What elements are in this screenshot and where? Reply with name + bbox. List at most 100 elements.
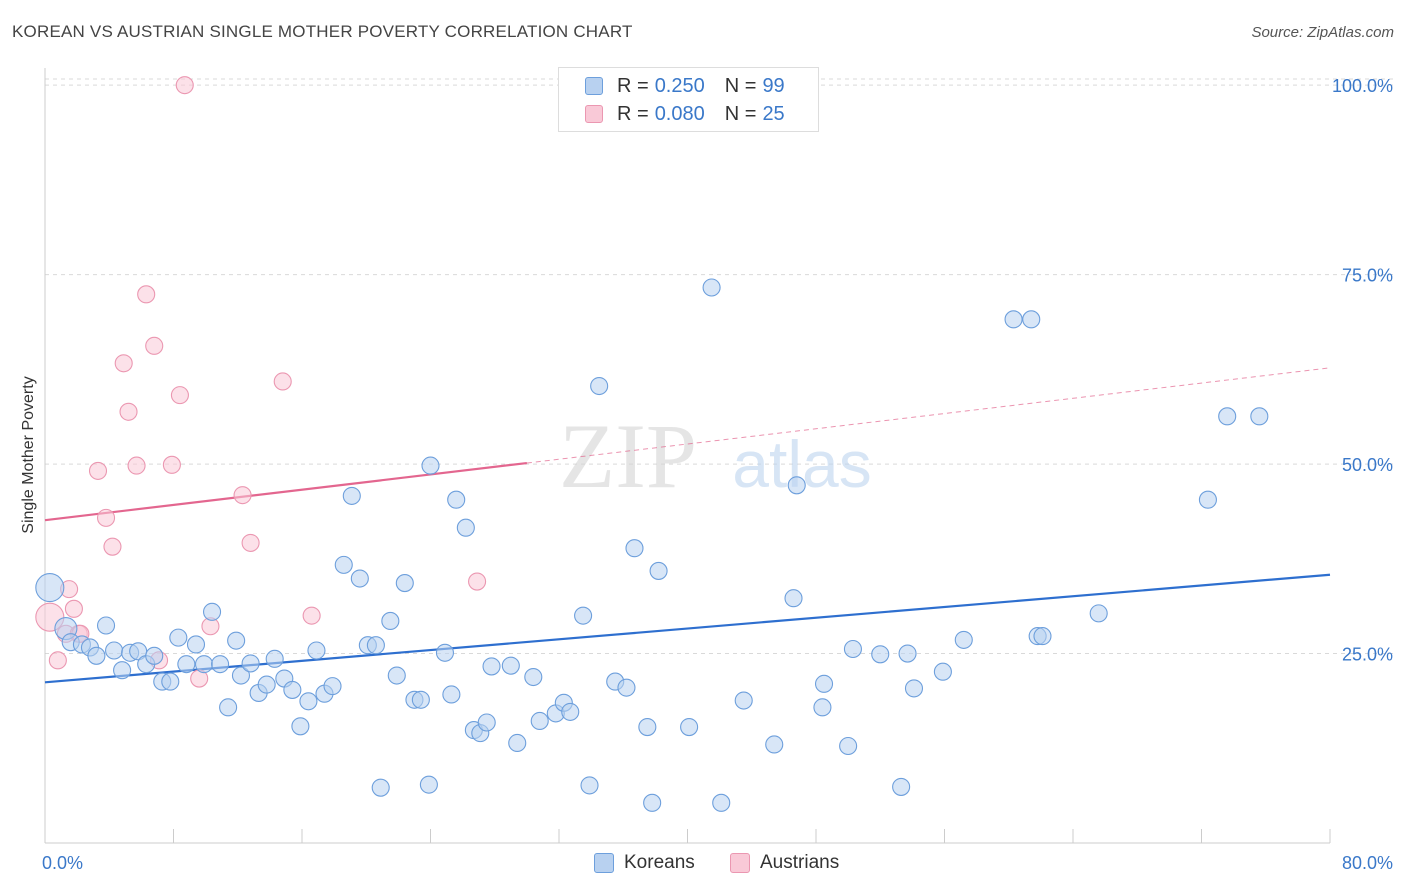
legend-n-value: 99 (762, 74, 785, 97)
austrians-point (119, 402, 138, 421)
koreans-point (161, 672, 180, 691)
austrians-point (162, 455, 181, 474)
koreans-point (371, 778, 390, 797)
koreans-point (387, 666, 406, 685)
koreans-point (169, 628, 188, 647)
axes (44, 68, 1331, 844)
koreans-point (227, 631, 246, 650)
koreans-point (323, 677, 342, 696)
koreans-point (843, 639, 862, 659)
koreans-point (561, 702, 580, 721)
austrians-point (145, 336, 164, 355)
koreans-point (734, 691, 753, 710)
legend-row-koreans: R = 0.250 N = 99 (585, 73, 785, 99)
legend-r-value: 0.250 (654, 74, 705, 97)
koreans-point (342, 486, 361, 505)
austrians-point (114, 354, 133, 373)
austrians-point (468, 572, 487, 591)
legend-n-label: N = (724, 102, 757, 125)
data-points (35, 76, 1269, 812)
koreans-swatch (585, 77, 603, 95)
koreans-point (712, 793, 731, 812)
austrians-point (88, 461, 108, 480)
austrians-swatch (585, 105, 603, 123)
koreans-point (241, 654, 260, 673)
legend-row-austrians: R = 0.080 N = 25 (585, 101, 785, 127)
koreans-point (265, 649, 284, 668)
koreans-point (231, 666, 251, 685)
legend-r-value: 0.080 (654, 102, 705, 125)
bottom-legend-koreans: Koreans (594, 852, 695, 874)
x-tick-label-min: 0.0% (42, 853, 84, 873)
austrians-point (302, 606, 321, 625)
y-axis-label: Single Mother Poverty (20, 376, 37, 534)
koreans-point (395, 574, 414, 593)
koreans-point (892, 777, 911, 796)
koreans-point (477, 713, 496, 732)
koreans-trend-line (44, 573, 1331, 684)
watermark-zip: ZIP (559, 405, 697, 507)
koreans-point (421, 456, 440, 475)
legend-n-label: N = (724, 74, 757, 97)
koreans-point (524, 667, 543, 687)
koreans-point (643, 793, 662, 812)
grid-lines (45, 78, 1395, 655)
koreans-point (904, 679, 924, 698)
koreans-point (105, 641, 124, 660)
koreans-point (638, 717, 657, 737)
austrians-point (48, 651, 67, 670)
koreans-point (35, 573, 65, 603)
koreans-point (574, 606, 593, 625)
koreans-point (1198, 490, 1217, 509)
austrians-legend-label: Austrians (760, 852, 840, 873)
source-credit: Source: ZipAtlas.com (1251, 24, 1394, 41)
koreans-point (203, 602, 222, 621)
austrians-point (127, 456, 146, 475)
koreans-point (96, 616, 116, 635)
koreans-point (508, 733, 527, 753)
koreans-point (219, 698, 238, 717)
koreans-point (933, 662, 952, 681)
austrians-point (233, 486, 252, 505)
koreans-point (680, 717, 699, 737)
koreans-point (649, 561, 668, 580)
koreans-point (447, 490, 466, 509)
austrians-point (96, 508, 116, 527)
koreans-point (113, 661, 132, 680)
koreans-point (194, 655, 214, 674)
koreans-legend-label: Koreans (624, 852, 695, 873)
austrians-point (273, 372, 292, 391)
koreans-point (482, 657, 501, 676)
legend-r-label: R = (617, 102, 649, 125)
koreans-legend-swatch (594, 853, 614, 873)
koreans-point (350, 569, 369, 588)
koreans-point (898, 644, 917, 663)
koreans-point (366, 636, 385, 655)
y-tick-label: 50.0% (1342, 455, 1393, 475)
koreans-point (617, 678, 636, 697)
koreans-point (87, 646, 106, 665)
correlation-legend: R = 0.250 N = 99 R = 0.080 N = 25 (558, 67, 819, 132)
koreans-point (839, 736, 858, 756)
y-tick-label: 75.0% (1342, 266, 1393, 286)
legend-n-value: 25 (762, 102, 785, 125)
watermark: ZIP atlas (559, 405, 872, 507)
koreans-point (1004, 310, 1023, 329)
y-tick-labels: 25.0% 50.0% 75.0% 100.0% (1332, 76, 1393, 664)
koreans-point (765, 735, 784, 754)
koreans-point (291, 717, 310, 736)
koreans-point (257, 675, 276, 694)
koreans-point (1218, 407, 1237, 426)
koreans-point (456, 518, 475, 537)
koreans-point (299, 692, 318, 711)
x-tick-label-max: 80.0% (1341, 853, 1393, 873)
koreans-point (307, 641, 326, 660)
koreans-point (814, 674, 834, 693)
austrians-point (241, 533, 260, 552)
austrians-point (137, 285, 156, 304)
koreans-point (784, 589, 803, 608)
koreans-point (787, 476, 806, 495)
koreans-point (1089, 604, 1108, 623)
koreans-point (954, 630, 973, 649)
